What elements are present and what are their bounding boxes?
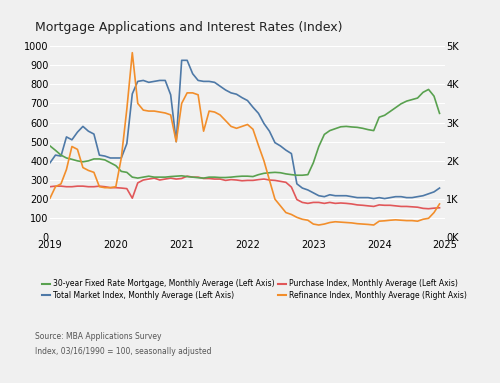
Legend: 30-year Fixed Rate Mortgage, Monthly Average (Left Axis), Total Market Index, Mo: 30-year Fixed Rate Mortgage, Monthly Ave… <box>39 276 470 303</box>
Text: Source: MBA Applications Survey: Source: MBA Applications Survey <box>35 332 162 341</box>
Text: Mortgage Applications and Interest Rates (Index): Mortgage Applications and Interest Rates… <box>35 21 342 34</box>
Text: Index, 03/16/1990 = 100, seasonally adjusted: Index, 03/16/1990 = 100, seasonally adju… <box>35 347 212 356</box>
